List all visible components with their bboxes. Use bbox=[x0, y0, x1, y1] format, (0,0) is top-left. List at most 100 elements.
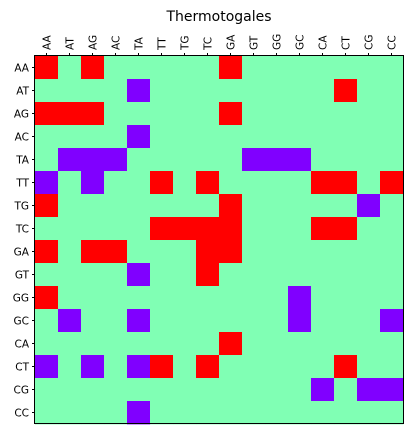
heatmap-cell-TG-CC bbox=[380, 194, 404, 218]
heatmap-cell-TT-GT bbox=[242, 171, 266, 195]
heatmap-cell-TG-CG bbox=[357, 194, 381, 218]
heatmap-cell-AG-GT bbox=[242, 102, 266, 126]
x-tick-label-CT: CT bbox=[341, 36, 353, 50]
heatmap-cell-TA-CT bbox=[334, 148, 358, 172]
heatmap-cell-CA-AA bbox=[35, 332, 59, 356]
heatmap-cell-CT-AT bbox=[58, 355, 82, 379]
heatmap-cell-AT-CT bbox=[334, 79, 358, 103]
heatmap-cell-AG-GG bbox=[265, 102, 289, 126]
heatmap-cell-TG-GG bbox=[265, 194, 289, 218]
heatmap-cell-GA-AC bbox=[104, 240, 128, 264]
heatmap-cell-CT-AC bbox=[104, 355, 128, 379]
heatmap-cell-GA-CT bbox=[334, 240, 358, 264]
heatmap-cell-CT-GA bbox=[219, 355, 243, 379]
heatmap-cell-GT-GC bbox=[288, 263, 312, 287]
heatmap-cell-GG-TC bbox=[196, 286, 220, 310]
y-tick-label-CA: CA bbox=[14, 339, 29, 351]
heatmap-cell-AC-AG bbox=[81, 125, 105, 149]
heatmap-cell-TC-TG bbox=[173, 217, 197, 241]
y-tick-label-AA: AA bbox=[14, 63, 29, 75]
heatmap-cell-CG-AG bbox=[81, 378, 105, 402]
heatmap-cell-GG-TT bbox=[150, 286, 174, 310]
heatmap-cell-TG-CT bbox=[334, 194, 358, 218]
heatmap-cell-GC-CG bbox=[357, 309, 381, 333]
heatmap-cell-AT-AT bbox=[58, 79, 82, 103]
x-tick-label-AC: AC bbox=[111, 36, 123, 50]
heatmap-cell-TC-TT bbox=[150, 217, 174, 241]
heatmap-cell-AT-AG bbox=[81, 79, 105, 103]
y-tick-label-GA: GA bbox=[14, 247, 30, 259]
heatmap-cell-AG-AT bbox=[58, 102, 82, 126]
heatmap-cell-CA-CC bbox=[380, 332, 404, 356]
heatmap-cell-AA-GT bbox=[242, 56, 266, 80]
heatmap-cell-CG-TG bbox=[173, 378, 197, 402]
heatmap-cell-CG-AC bbox=[104, 378, 128, 402]
heatmap-cell-GT-CG bbox=[357, 263, 381, 287]
heatmap-cell-TA-AG bbox=[81, 148, 105, 172]
heatmap-cell-TT-TT bbox=[150, 171, 174, 195]
heatmap-cell-CT-GT bbox=[242, 355, 266, 379]
heatmap-cell-CT-CG bbox=[357, 355, 381, 379]
heatmap-cell-AG-AC bbox=[104, 102, 128, 126]
heatmap-cell-AT-TA bbox=[127, 79, 151, 103]
y-axis-tick-labels: AA AT AG AC TA TT TG TC GA GT GG GC CA CT CG CC bbox=[13, 63, 30, 420]
heatmap-cell-GG-CG bbox=[357, 286, 381, 310]
heatmap-cell-AA-GC bbox=[288, 56, 312, 80]
heatmap-cell-GG-AA bbox=[35, 286, 59, 310]
heatmap-cell-GA-CA bbox=[311, 240, 335, 264]
heatmap-cell-AA-TT bbox=[150, 56, 174, 80]
heatmap-cell-TA-GT bbox=[242, 148, 266, 172]
heatmap-cell-GT-CA bbox=[311, 263, 335, 287]
heatmap-cell-AG-TT bbox=[150, 102, 174, 126]
heatmap-cell-GA-GG bbox=[265, 240, 289, 264]
heatmap-cell-AA-CT bbox=[334, 56, 358, 80]
heatmap-cell-AG-AA bbox=[35, 102, 59, 126]
heatmap-cell-GA-TC bbox=[196, 240, 220, 264]
heatmap-cell-TA-CA bbox=[311, 148, 335, 172]
heatmap-cell-GA-CG bbox=[357, 240, 381, 264]
heatmap-cell-CG-AA bbox=[35, 378, 59, 402]
x-tick-label-TA: TA bbox=[134, 36, 146, 51]
heatmap-cell-AG-GA bbox=[219, 102, 243, 126]
heatmap-cell-AC-CG bbox=[357, 125, 381, 149]
heatmap-cell-CG-GT bbox=[242, 378, 266, 402]
heatmap-cell-GT-GT bbox=[242, 263, 266, 287]
heatmap-cell-AG-CC bbox=[380, 102, 404, 126]
heatmap-cell-AA-GG bbox=[265, 56, 289, 80]
heatmap-cell-CA-TC bbox=[196, 332, 220, 356]
heatmap-cell-CT-GG bbox=[265, 355, 289, 379]
heatmap-cell-TG-AC bbox=[104, 194, 128, 218]
heatmap-cell-TT-GC bbox=[288, 171, 312, 195]
heatmap-cell-TA-GA bbox=[219, 148, 243, 172]
heatmap-cell-AT-AA bbox=[35, 79, 59, 103]
heatmap-cell-TA-CC bbox=[380, 148, 404, 172]
heatmap-cell-AT-GG bbox=[265, 79, 289, 103]
heatmap-cell-AC-CC bbox=[380, 125, 404, 149]
y-tick-label-TT: TT bbox=[15, 178, 29, 190]
heatmap-cell-GT-TC bbox=[196, 263, 220, 287]
heatmap-cell-CC-CT bbox=[334, 401, 358, 425]
y-tick-label-CG: CG bbox=[14, 385, 29, 397]
heatmap-cell-TA-TC bbox=[196, 148, 220, 172]
x-tick-label-AT: AT bbox=[65, 37, 77, 50]
heatmap-cell-GC-TC bbox=[196, 309, 220, 333]
heatmap-cell-GA-TG bbox=[173, 240, 197, 264]
x-tick-label-GC: GC bbox=[295, 35, 307, 50]
heatmap-cell-GA-TA bbox=[127, 240, 151, 264]
heatmap-cell-GC-AT bbox=[58, 309, 82, 333]
heatmap-cell-AG-TG bbox=[173, 102, 197, 126]
heatmap-cell-CA-TA bbox=[127, 332, 151, 356]
heatmap-cell-GC-TA bbox=[127, 309, 151, 333]
heatmap-cell-TT-GG bbox=[265, 171, 289, 195]
heatmap-cell-TG-TC bbox=[196, 194, 220, 218]
heatmap-cell-CT-CA bbox=[311, 355, 335, 379]
heatmap-cell-TT-AT bbox=[58, 171, 82, 195]
plot-frame bbox=[34, 55, 404, 424]
heatmap-cell-AA-AG bbox=[81, 56, 105, 80]
heatmap-cell-TG-CA bbox=[311, 194, 335, 218]
x-tick-label-TC: TC bbox=[203, 37, 215, 51]
heatmap-cell-CC-GG bbox=[265, 401, 289, 425]
heatmap-cell-AC-TG bbox=[173, 125, 197, 149]
heatmap-cell-AA-TA bbox=[127, 56, 151, 80]
heatmap-cell-AC-AT bbox=[58, 125, 82, 149]
